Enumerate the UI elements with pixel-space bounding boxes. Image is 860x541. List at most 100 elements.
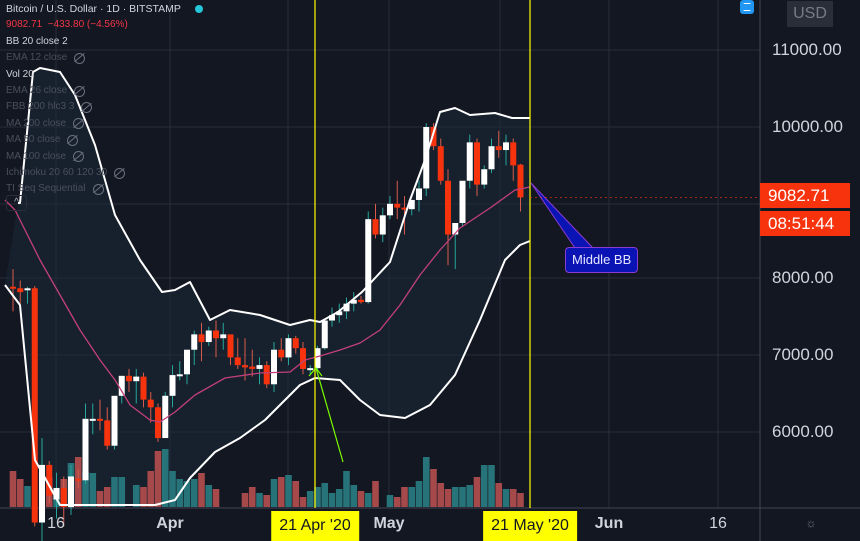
candle-body [227, 334, 234, 358]
hidden-eye-icon[interactable] [114, 167, 126, 179]
candle-body [198, 334, 205, 343]
volume-bar [328, 493, 336, 507]
hidden-eye-icon[interactable] [73, 118, 85, 130]
indicator-item[interactable]: TI Seq Sequential [6, 181, 203, 197]
hidden-eye-icon[interactable] [73, 151, 85, 163]
time-label: 16 [709, 515, 727, 532]
hidden-eye-icon[interactable] [74, 52, 86, 64]
indicator-item[interactable]: MA 100 close [6, 149, 203, 165]
volume-bar [89, 473, 97, 507]
volume-bar [270, 479, 278, 507]
candle-body [17, 288, 24, 293]
indicator-label: BB 20 close 2 [6, 35, 68, 47]
candle-body [82, 418, 89, 481]
candle-body [118, 375, 125, 396]
candle-body [104, 420, 111, 446]
live-status-icon [194, 5, 203, 14]
candle-body [162, 395, 169, 439]
hidden-eye-icon[interactable] [74, 85, 86, 97]
middle-bb-callout[interactable]: Middle BB [565, 247, 639, 273]
candle-body [60, 487, 67, 508]
symbol-title[interactable]: Bitcoin / U.S. Dollar · 1D · BITSTAMP [6, 3, 181, 15]
indicator-label: Vol 20 [6, 68, 34, 80]
candle-body [358, 299, 364, 303]
candle-body [336, 311, 343, 316]
price-label: 11000.00 [772, 40, 842, 59]
volume-bar [161, 449, 169, 507]
volume-bar [16, 479, 24, 507]
bb-upper-band [18, 67, 530, 326]
time-label: 16 [47, 515, 65, 532]
volume-bar [169, 471, 176, 507]
hidden-eye-icon[interactable] [92, 183, 104, 195]
settings-icon[interactable]: ☼ [805, 516, 817, 530]
volume-bar [292, 481, 300, 507]
volume-bar [96, 491, 104, 507]
indicator-item[interactable]: EMA 12 close [6, 50, 203, 66]
volume-bar [277, 477, 285, 507]
candle-body [517, 164, 524, 198]
candle-body [430, 127, 437, 147]
candle-body [408, 199, 415, 210]
currency-button[interactable]: USD [787, 1, 833, 27]
volume-bar [314, 487, 321, 507]
volume-bar [495, 483, 503, 507]
indicator-item[interactable]: MA 50 close [6, 132, 203, 148]
collapse-legend-button[interactable]: ^ [6, 195, 27, 211]
volume-bar [430, 469, 437, 507]
volume-bar [408, 487, 416, 507]
indicator-item[interactable]: Ichimoku 20 60 120 30 [6, 165, 203, 181]
indicator-label: Ichimoku 20 60 120 30 [6, 166, 108, 178]
indicator-item[interactable]: EMA 26 close [6, 83, 203, 99]
volume-bar [473, 477, 481, 507]
candle-body [249, 366, 256, 369]
candle-body [365, 219, 372, 303]
indicator-item[interactable]: Vol 20 [6, 67, 203, 83]
volume-bar [350, 485, 358, 507]
volume-bar [147, 471, 155, 507]
candle-body [89, 418, 96, 421]
volume-bar [183, 481, 191, 507]
volume-bar [285, 475, 292, 507]
candle-body [242, 365, 248, 368]
volume-bar [437, 483, 445, 507]
volume-bar [480, 465, 488, 507]
volume-bar [444, 489, 452, 507]
indicator-item[interactable]: MA 200 close [6, 116, 203, 132]
candle-body [271, 349, 277, 385]
volume-bar [335, 489, 343, 507]
time-axis[interactable]: 16 Apr 21 Apr '20 May 21 May '20 Jun 16 [0, 508, 760, 541]
candle-body [314, 348, 321, 369]
candle-body [292, 338, 299, 349]
fullscreen-icon[interactable] [740, 0, 754, 14]
price-change-row: 9082.71 −433.80 (−4.56%) [6, 17, 203, 33]
candle-body [350, 299, 357, 304]
candle-body [285, 338, 292, 358]
candle-body [416, 188, 422, 200]
hidden-eye-icon[interactable] [67, 134, 79, 146]
indicator-item[interactable]: BB 20 close 2 [6, 34, 203, 50]
price-change: −433.80 (−4.56%) [47, 19, 128, 31]
indicator-label: MA 100 close [6, 150, 67, 162]
candle-body [111, 395, 118, 446]
hidden-eye-icon[interactable] [81, 102, 93, 114]
arrow-head-icon [308, 367, 323, 377]
volume-bar [248, 487, 256, 507]
candle-body [263, 365, 270, 385]
bar-countdown-tag: 08:51:44 [760, 211, 850, 236]
volume-bar [415, 481, 423, 507]
volume-bar [154, 451, 162, 507]
candle-body [256, 365, 263, 369]
volume-bar [103, 487, 111, 507]
time-label: May [373, 515, 405, 532]
indicator-item[interactable]: FBB 200 hlc3 3 [6, 99, 203, 115]
volume-bar [401, 487, 408, 507]
volume-bar [451, 487, 459, 507]
candle-body [10, 286, 16, 289]
arrow-annotation [315, 367, 344, 463]
candle-body [140, 376, 147, 400]
candle-body [488, 146, 495, 170]
candle-body [278, 349, 285, 358]
candle-body [31, 288, 38, 523]
